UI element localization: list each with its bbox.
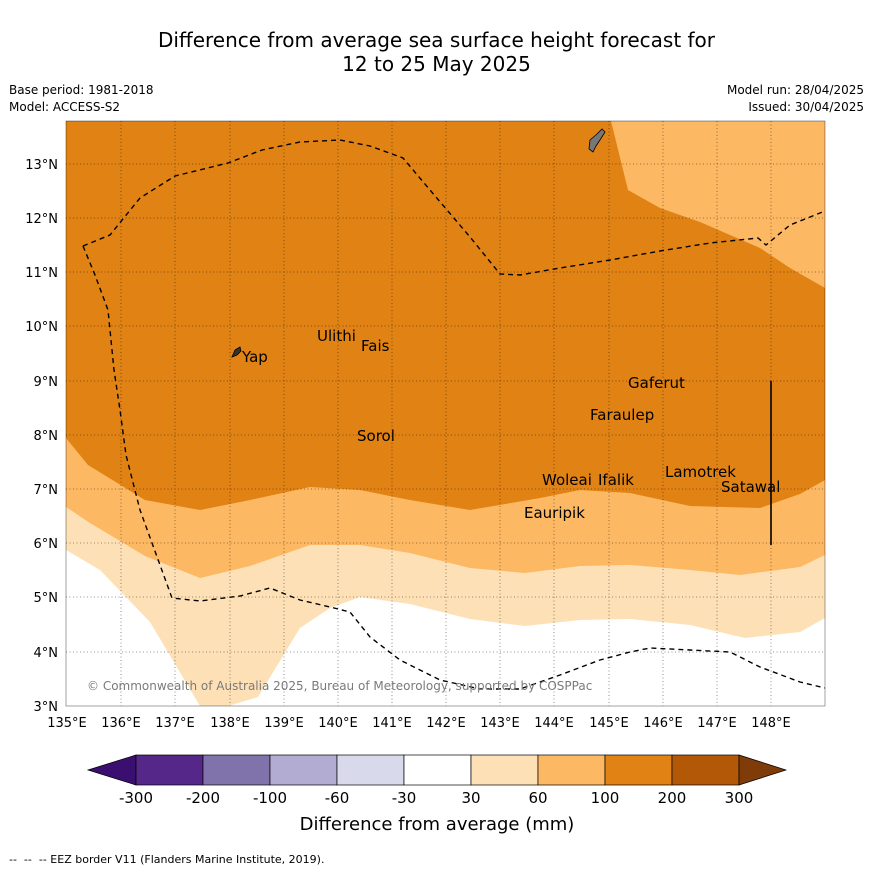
base-period: Base period: 1981-2018 — [9, 83, 154, 97]
colorbar-ticks: -300 -200 -100 -60 -30 30 60 100 200 300 — [119, 789, 753, 807]
lon-tick-135e: 135°E — [47, 716, 87, 731]
lon-tick-141e: 141°E — [372, 716, 412, 731]
lon-tick-142e: 142°E — [426, 716, 466, 731]
label-gaferut: Gaferut — [628, 374, 685, 392]
colorbar-bin-4 — [336, 754, 405, 786]
cb-tick-9: 200 — [658, 789, 687, 807]
cb-tick-8: 100 — [591, 789, 620, 807]
lat-tick-10n: 10°N — [25, 320, 58, 335]
cb-tick-1: -300 — [119, 789, 153, 807]
colorbar-label: Difference from average (mm) — [300, 814, 575, 835]
title-line-2: 12 to 25 May 2025 — [342, 52, 531, 76]
title-line-1: Difference from average sea surface heig… — [157, 28, 716, 52]
label-woleai: Woleai — [542, 471, 592, 489]
colorbar-bin-3 — [269, 754, 338, 786]
cb-tick-6: 30 — [461, 789, 480, 807]
band-neutral — [66, 550, 825, 706]
label-sorol: Sorol — [357, 427, 395, 445]
island-labels: Yap Ulithi Fais Gaferut Faraulep Sorol W… — [241, 327, 780, 522]
cb-tick-7: 60 — [528, 789, 547, 807]
guam-island — [588, 128, 606, 153]
lon-tick-148e: 148°E — [751, 716, 791, 731]
lon-tick-145e: 145°E — [589, 716, 629, 731]
colorbar — [86, 754, 788, 786]
cb-tick-3: -100 — [253, 789, 287, 807]
dash-sample: -- -- — [9, 853, 39, 866]
lon-tick-144e: 144°E — [534, 716, 574, 731]
run-info: Model run: 28/04/2025 Issued: 30/04/2025 — [727, 82, 864, 116]
eez-border — [82, 139, 825, 690]
lon-tick-143e: 143°E — [480, 716, 520, 731]
map-frame — [65, 120, 826, 707]
lon-tick-140e: 140°E — [318, 716, 358, 731]
label-satawal: Satawal — [721, 478, 780, 496]
lat-tick-5n: 5°N — [34, 591, 59, 606]
gridlines — [66, 121, 825, 706]
lon-tick-138e: 138°E — [210, 716, 250, 731]
colorbar-extend-low — [86, 754, 137, 786]
colorbar-extend-high — [738, 754, 788, 786]
label-faraulep: Faraulep — [590, 406, 654, 424]
lon-tick-137e: 137°E — [155, 716, 195, 731]
lat-tick-9n: 9°N — [34, 375, 59, 390]
contour-fill — [66, 121, 825, 706]
colorbar-bin-9 — [671, 754, 740, 786]
lat-tick-8n: 8°N — [34, 429, 59, 444]
eez-legend-text: -- EEZ border V11 (Flanders Marine Insti… — [38, 853, 325, 866]
label-fais: Fais — [361, 337, 390, 355]
cb-tick-5: -30 — [392, 789, 417, 807]
lon-tick-147e: 147°E — [697, 716, 737, 731]
cb-tick-2: -200 — [186, 789, 220, 807]
latitude-axis: 13°N 12°N 11°N 10°N 9°N 8°N 7°N 6°N 5°N … — [25, 158, 58, 715]
lat-tick-4n: 4°N — [34, 646, 59, 661]
lat-tick-7n: 7°N — [34, 483, 59, 498]
model-run: Model run: 28/04/2025 — [726, 83, 864, 97]
colorbar-bin-7 — [537, 754, 606, 786]
lat-tick-11n: 11°N — [25, 266, 58, 281]
issued-date: Issued: 30/04/2025 — [748, 100, 864, 114]
eez-legend-note: -- -- -- EEZ border V11 (Flanders Marine… — [9, 853, 324, 866]
cb-tick-10: 300 — [725, 789, 754, 807]
label-yap: Yap — [241, 348, 268, 366]
model-info: Base period: 1981-2018 Model: ACCESS-S2 — [9, 82, 154, 116]
colorbar-bin-8 — [604, 754, 673, 786]
colorbar-bin-1 — [135, 754, 204, 786]
colorbar-bin-2 — [202, 754, 271, 786]
label-lamotrek: Lamotrek — [665, 463, 736, 481]
longitude-axis: 135°E 136°E 137°E 138°E 139°E 140°E 141°… — [47, 716, 791, 731]
lat-tick-12n: 12°N — [25, 212, 58, 227]
colorbar-bin-5 — [403, 754, 472, 786]
lat-tick-3n: 3°N — [34, 700, 59, 715]
map-title: Difference from average sea surface heig… — [0, 28, 873, 76]
lon-tick-139e: 139°E — [264, 716, 304, 731]
cb-tick-4: -60 — [325, 789, 350, 807]
band-60-100-northeast — [611, 121, 825, 288]
label-eauripik: Eauripik — [524, 504, 585, 522]
lat-tick-13n: 13°N — [25, 158, 58, 173]
model-name: Model: ACCESS-S2 — [9, 100, 121, 114]
lon-tick-136e: 136°E — [101, 716, 141, 731]
lat-tick-6n: 6°N — [34, 537, 59, 552]
label-ulithi: Ulithi — [317, 327, 356, 345]
label-ifalik: Ifalik — [598, 471, 634, 489]
copyright-notice: © Commonwealth of Australia 2025, Bureau… — [87, 679, 592, 693]
yap-island — [231, 346, 242, 358]
lon-tick-146e: 146°E — [643, 716, 683, 731]
colorbar-bin-6 — [470, 754, 539, 786]
